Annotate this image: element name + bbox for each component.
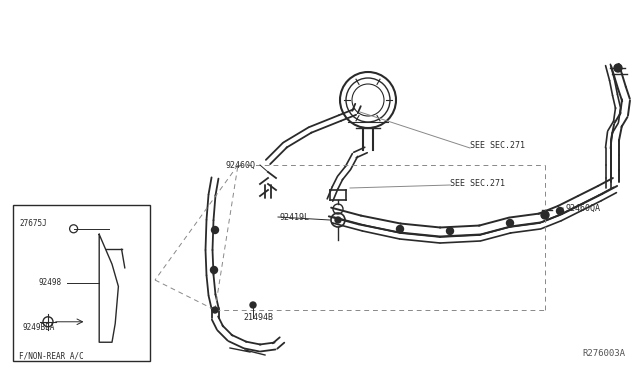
- Circle shape: [614, 64, 622, 72]
- Circle shape: [506, 219, 513, 227]
- Text: SEE SEC.271: SEE SEC.271: [450, 179, 505, 187]
- Text: 92498: 92498: [38, 278, 61, 287]
- Text: 92460Q: 92460Q: [225, 160, 255, 170]
- Circle shape: [557, 208, 563, 215]
- Circle shape: [397, 225, 403, 232]
- Circle shape: [447, 228, 454, 234]
- Circle shape: [541, 211, 549, 219]
- Text: 9249BEA: 9249BEA: [22, 323, 55, 332]
- Text: SEE SEC.271: SEE SEC.271: [470, 141, 525, 150]
- Text: R276003A: R276003A: [582, 349, 625, 358]
- Circle shape: [211, 227, 218, 234]
- Circle shape: [212, 307, 218, 313]
- Text: 27675J: 27675J: [19, 219, 47, 228]
- Circle shape: [211, 266, 218, 273]
- Circle shape: [335, 217, 341, 223]
- Polygon shape: [13, 205, 150, 361]
- Text: F/NON-REAR A/C: F/NON-REAR A/C: [19, 352, 84, 360]
- Text: 92419L: 92419L: [280, 212, 310, 221]
- Circle shape: [250, 302, 256, 308]
- Text: 92460QA: 92460QA: [565, 203, 600, 212]
- Text: 21494B: 21494B: [243, 314, 273, 323]
